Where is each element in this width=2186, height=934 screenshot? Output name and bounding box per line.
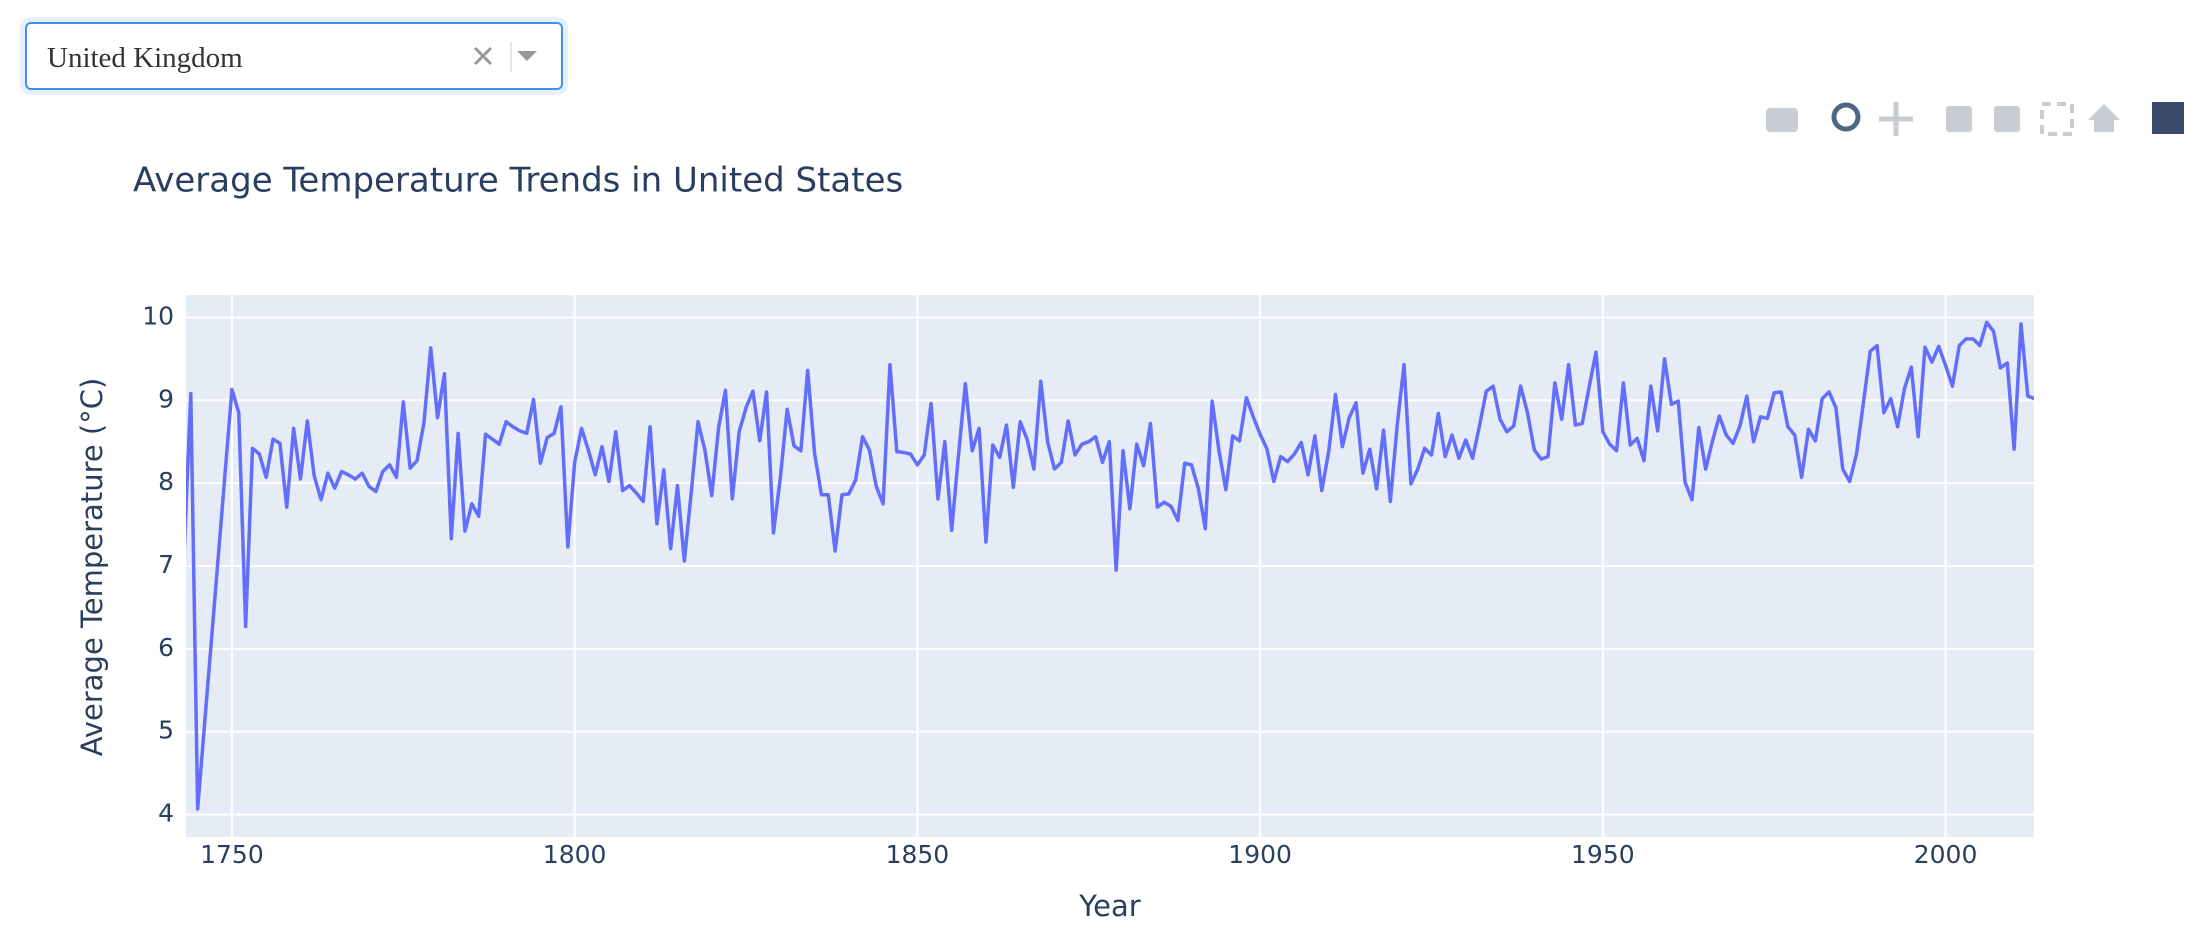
dropdown-controls: [473, 42, 537, 72]
camera-icon[interactable]: [1766, 108, 1798, 132]
y-tick-label: 10: [142, 301, 174, 330]
dropdown-value: United Kingdom: [47, 42, 243, 74]
y-tick-label: 7: [158, 550, 174, 579]
y-tick-label: 9: [158, 384, 174, 413]
line: [186, 320, 2034, 811]
plotly-logo[interactable]: [2152, 102, 2184, 134]
y-tick-label: 6: [158, 633, 174, 662]
y-tick-label: 8: [158, 467, 174, 496]
y-tick-label: 4: [158, 799, 174, 828]
x-tick-label: 1750: [200, 840, 264, 869]
chart-title: Average Temperature Trends in United Sta…: [133, 161, 903, 201]
x-tick-label: 2000: [1914, 840, 1978, 869]
x-tick-label: 1900: [1228, 840, 1292, 869]
y-axis-title: Average Temperature (°C): [75, 378, 109, 757]
autoscale-icon[interactable]: [2040, 102, 2074, 136]
country-dropdown[interactable]: United Kingdom: [25, 22, 563, 90]
x-tick-label: 1800: [543, 840, 607, 869]
zoom-icon[interactable]: [1831, 102, 1861, 132]
dropdown-arrow[interactable]: [517, 51, 537, 61]
x-tick-label: 1950: [1571, 840, 1635, 869]
x-axis-title: Year: [1078, 889, 1140, 923]
zoom-out-icon[interactable]: [1994, 106, 2020, 132]
modebar: [1766, 102, 2184, 136]
zoom-in-icon[interactable]: [1946, 106, 1972, 132]
reset-icon[interactable]: [2088, 104, 2120, 132]
clear-icon[interactable]: [473, 46, 493, 66]
pan-icon[interactable]: [1879, 102, 1913, 136]
x-tick-label: 1850: [886, 840, 950, 869]
y-tick-label: 5: [158, 716, 174, 745]
